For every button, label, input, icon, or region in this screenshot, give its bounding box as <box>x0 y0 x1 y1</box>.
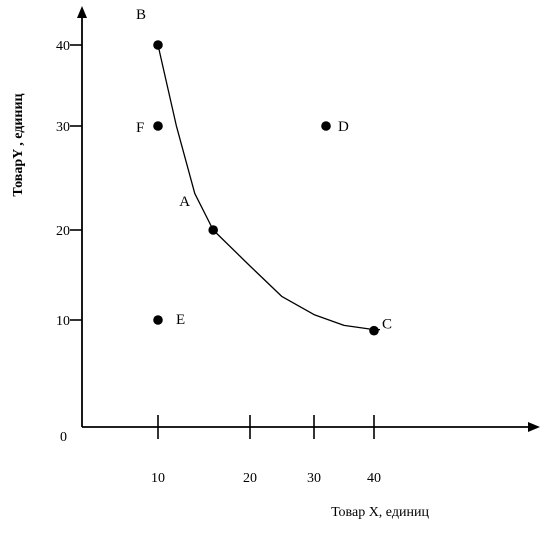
point-label-a: A <box>179 194 190 210</box>
point-e <box>153 315 163 325</box>
curve-layer <box>157 44 380 331</box>
y-tick-label: 10 <box>56 314 70 329</box>
point-f <box>153 121 163 131</box>
point-label-e: E <box>176 312 185 328</box>
x-tick-label: 30 <box>307 471 321 486</box>
x-tick-label: 40 <box>367 471 381 486</box>
point-a <box>208 225 218 235</box>
x-tick-label: 10 <box>151 471 165 486</box>
y-tick-label: 30 <box>56 120 70 135</box>
point-b <box>153 40 163 50</box>
x-axis-arrow <box>528 422 540 432</box>
y-tick-label: 40 <box>56 39 70 54</box>
point-label-d: D <box>338 119 349 135</box>
x-tick-label: 20 <box>243 471 257 486</box>
y-axis-arrow <box>77 6 87 18</box>
y-axis-title: ТоварY , единиц <box>11 93 26 196</box>
point-label-c: C <box>382 317 392 333</box>
origin-label: 0 <box>60 430 67 445</box>
points-layer: B F D A E C <box>136 7 392 336</box>
x-axis-title: Товар X, единиц <box>331 505 429 520</box>
point-label-b: B <box>136 7 146 23</box>
point-d <box>321 121 331 131</box>
point-label-f: F <box>136 120 144 136</box>
axes <box>77 6 540 432</box>
y-tick-label: 20 <box>56 224 70 239</box>
indifference-curve <box>157 44 380 331</box>
ticks: 10 20 30 40 10 20 30 40 <box>56 39 381 486</box>
point-c <box>369 325 379 336</box>
